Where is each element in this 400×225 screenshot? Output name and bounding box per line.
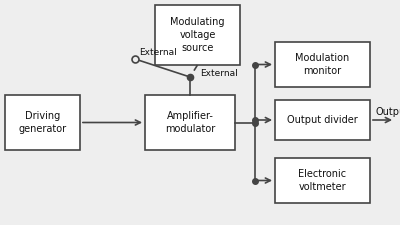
- Bar: [5, 95, 80, 150]
- Text: Amplifier-
modulator: Amplifier- modulator: [165, 111, 215, 134]
- Text: Electronic
voltmeter: Electronic voltmeter: [298, 169, 346, 192]
- Text: Modulating
voltage
source: Modulating voltage source: [170, 17, 225, 53]
- Text: External: External: [200, 68, 238, 77]
- Bar: [275, 158, 370, 203]
- Bar: [275, 42, 370, 87]
- Text: Output divider: Output divider: [287, 115, 358, 125]
- Text: Output: Output: [375, 107, 400, 117]
- Bar: [275, 100, 370, 140]
- Text: Modulation
monitor: Modulation monitor: [295, 53, 350, 76]
- Bar: [145, 95, 235, 150]
- Text: External: External: [139, 48, 177, 57]
- Bar: [155, 5, 240, 65]
- Text: Driving
generator: Driving generator: [18, 111, 66, 134]
